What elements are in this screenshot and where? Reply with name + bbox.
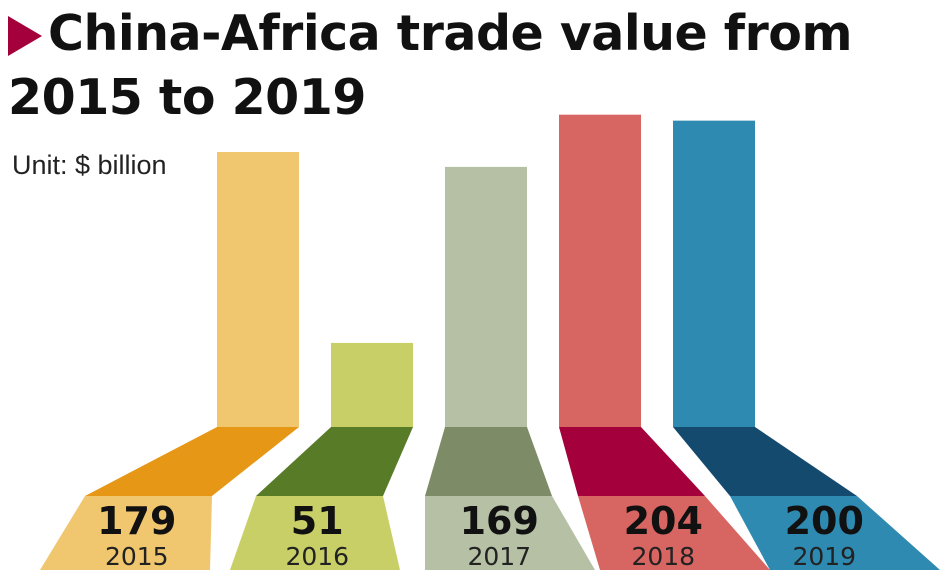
bar-group-2018 xyxy=(559,114,770,570)
year-label-2017: 2017 xyxy=(467,542,531,571)
bar-band-2015 xyxy=(85,427,299,496)
title-triangle-icon xyxy=(8,16,42,56)
value-label-2015: 179 xyxy=(97,499,176,543)
chart-title-text: China-Africa trade value from 2015 to 20… xyxy=(8,2,908,130)
value-label-2019: 200 xyxy=(785,499,864,543)
bar-base-2017 xyxy=(425,496,595,570)
bar-base-2019 xyxy=(730,496,940,570)
unit-label: Unit: $ billion xyxy=(12,150,167,180)
bar-group-2019 xyxy=(673,120,940,570)
bars-layer xyxy=(40,114,940,570)
bar-group-2017 xyxy=(425,166,595,570)
year-label-2016: 2016 xyxy=(285,542,349,571)
bar-2018 xyxy=(559,114,641,428)
chart-title-line-2: 2015 to 2019 xyxy=(8,69,366,126)
bar-band-2019 xyxy=(673,427,857,496)
bar-2016 xyxy=(331,342,413,427)
chart-title: China-Africa trade value from 2015 to 20… xyxy=(8,2,908,130)
bar-base-2018 xyxy=(578,496,770,570)
bar-2015 xyxy=(217,151,299,427)
bar-group-2015 xyxy=(40,151,299,570)
bar-2019 xyxy=(673,120,755,427)
value-label-2018: 204 xyxy=(624,499,703,543)
bar-band-2017 xyxy=(425,427,552,496)
bar-2017 xyxy=(445,166,527,427)
year-label-2015: 2015 xyxy=(105,542,169,571)
value-label-2017: 169 xyxy=(460,499,539,543)
chart-title-line-1: China-Africa trade value from xyxy=(48,5,853,62)
bar-group-2016 xyxy=(230,342,413,570)
bar-band-2016 xyxy=(256,427,413,496)
bar-base-2016 xyxy=(230,496,400,570)
value-label-2016: 51 xyxy=(291,499,344,543)
bar-band-2018 xyxy=(559,427,705,496)
year-label-2019: 2019 xyxy=(792,542,856,571)
year-label-2018: 2018 xyxy=(631,542,695,571)
bar-base-2015 xyxy=(40,496,212,570)
